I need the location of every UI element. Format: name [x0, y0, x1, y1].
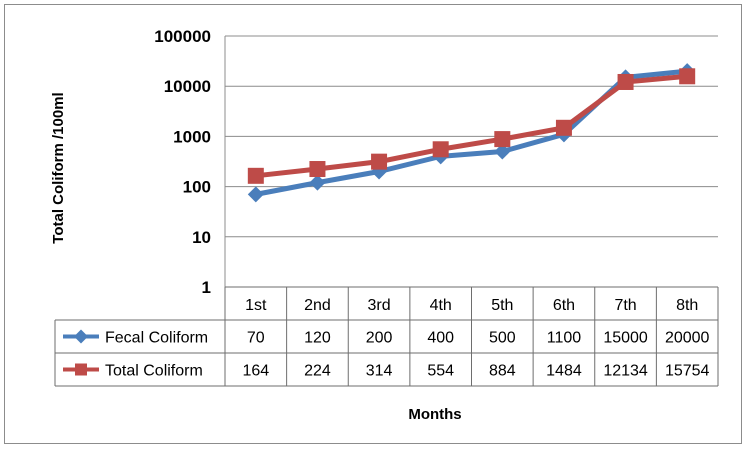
category-label: 4th	[430, 297, 452, 314]
data-value-cell: 120	[304, 330, 331, 347]
data-value-cell: 1484	[546, 363, 582, 380]
data-value-cell: 400	[427, 330, 454, 347]
coliform-chart: 1 10 100 1000 10000 100000 1st 2nd 3rd 4th 5th 6th…	[50, 27, 719, 423]
data-value-cell: 554	[427, 363, 454, 380]
y-tick-label: 100000	[154, 27, 211, 46]
data-value-cell: 15754	[665, 363, 710, 380]
data-value-cell: 12134	[603, 363, 648, 380]
data-value-cell: 70	[247, 330, 265, 347]
data-point-square	[432, 141, 449, 158]
data-point-square	[555, 119, 572, 136]
y-axis-title: Total Coliform /100ml	[50, 92, 67, 243]
category-label: 5th	[491, 297, 513, 314]
category-label: 2nd	[304, 297, 331, 314]
legend-label: Total Coliform	[105, 363, 203, 380]
data-value-cell: 164	[242, 363, 269, 380]
y-tick-label: 100	[183, 178, 211, 197]
data-value-cell: 500	[489, 330, 516, 347]
data-value-cell: 224	[304, 363, 331, 380]
data-point-square	[494, 131, 511, 148]
y-tick-label: 10000	[164, 77, 211, 96]
data-point-diamond	[494, 143, 511, 160]
category-label: 8th	[676, 297, 698, 314]
data-point-square	[679, 68, 696, 85]
chart-frame: 1 10 100 1000 10000 100000 1st 2nd 3rd 4th 5th 6th…	[4, 4, 742, 444]
category-label: 7th	[614, 297, 636, 314]
y-tick-label: 1	[202, 278, 211, 297]
data-point-square	[247, 167, 264, 184]
category-label: 6th	[553, 297, 575, 314]
category-label: 1st	[245, 297, 267, 314]
data-value-cell: 15000	[603, 330, 648, 347]
data-value-cell: 1100	[547, 330, 582, 347]
data-point-diamond	[309, 174, 326, 191]
data-value-cell: 20000	[665, 330, 710, 347]
legend-marker-square	[75, 363, 87, 376]
category-label: 3rd	[368, 297, 391, 314]
data-point-diamond	[247, 186, 264, 203]
legend-label: Fecal Coliform	[105, 330, 208, 347]
data-value-cell: 884	[489, 363, 516, 380]
data-value-cell: 200	[366, 330, 393, 347]
y-tick-label: 1000	[173, 127, 211, 146]
y-tick-label: 10	[192, 228, 211, 247]
data-point-square	[309, 161, 326, 178]
data-point-square	[371, 153, 388, 170]
x-axis-title: Months	[408, 406, 461, 423]
series-line	[255, 73, 688, 179]
data-value-cell: 314	[366, 363, 393, 380]
legend-marker-diamond	[74, 329, 88, 344]
data-point-square	[617, 73, 634, 90]
